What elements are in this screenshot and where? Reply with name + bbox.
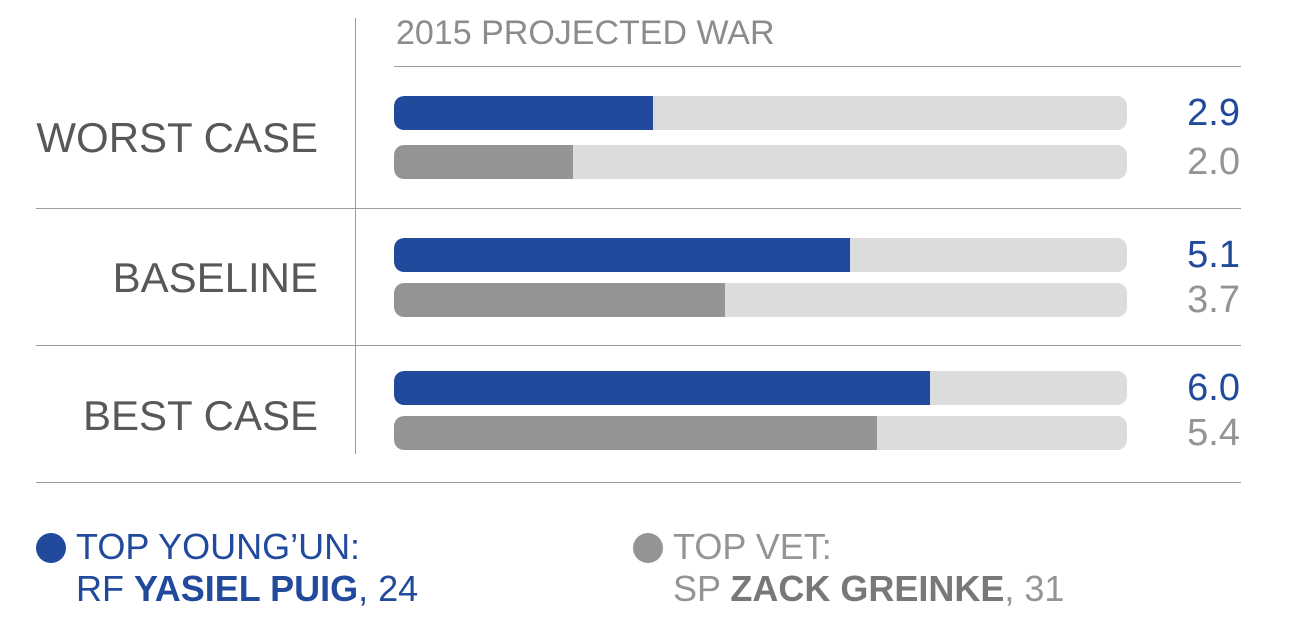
title-underline	[394, 66, 1241, 67]
bar-greinke-worst-case	[394, 145, 573, 179]
chart-title: 2015 PROJECTED WAR	[396, 14, 775, 52]
value-label-greinke-worst-case: 2.0	[1187, 141, 1240, 183]
category-label-baseline: BASELINE	[112, 254, 318, 301]
value-label-greinke-best-case: 5.4	[1187, 412, 1240, 454]
value-label-greinke-baseline: 3.7	[1187, 279, 1240, 321]
legend-young-name: YASIEL PUIG	[134, 568, 359, 609]
legend-young: TOP YOUNG’UN: RF YASIEL PUIG, 24	[76, 526, 418, 610]
bar-track	[394, 283, 1127, 317]
category-label-best-case: BEST CASE	[83, 392, 318, 439]
legend-vet-name: ZACK GREINKE	[730, 568, 1005, 609]
legend-young-player: RF YASIEL PUIG, 24	[76, 568, 418, 610]
bar-puig-baseline	[394, 238, 850, 272]
bar-greinke-best-case	[394, 416, 877, 450]
category-label-worst-case: WORST CASE	[36, 114, 318, 161]
value-label-puig-worst-case: 2.9	[1187, 92, 1240, 134]
bar-track	[394, 371, 1127, 405]
legend-marker-young	[36, 533, 66, 563]
bar-puig-worst-case	[394, 96, 654, 130]
bar-puig-best-case	[394, 371, 931, 405]
bar-greinke-baseline	[394, 283, 725, 317]
row-divider-1	[36, 208, 1241, 209]
bar-track	[394, 238, 1127, 272]
bar-track	[394, 145, 1127, 179]
value-label-puig-baseline: 5.1	[1187, 234, 1240, 276]
category-divider	[355, 18, 356, 454]
legend-young-position: RF	[76, 568, 124, 609]
legend-young-heading: TOP YOUNG’UN:	[76, 526, 361, 567]
legend-marker-vet	[633, 533, 663, 563]
legend-vet-position: SP	[673, 568, 721, 609]
value-label-puig-best-case: 6.0	[1187, 367, 1240, 409]
bottom-rule	[36, 482, 1241, 483]
legend-vet-age: , 31	[1004, 568, 1065, 609]
bar-track	[394, 416, 1127, 450]
legend-vet-player: SP ZACK GREINKE, 31	[673, 568, 1064, 610]
row-divider-2	[36, 345, 1241, 346]
bar-track	[394, 96, 1127, 130]
legend-vet: TOP VET: SP ZACK GREINKE, 31	[673, 526, 1064, 610]
legend-young-age: , 24	[358, 568, 419, 609]
legend-vet-heading: TOP VET:	[673, 526, 832, 567]
